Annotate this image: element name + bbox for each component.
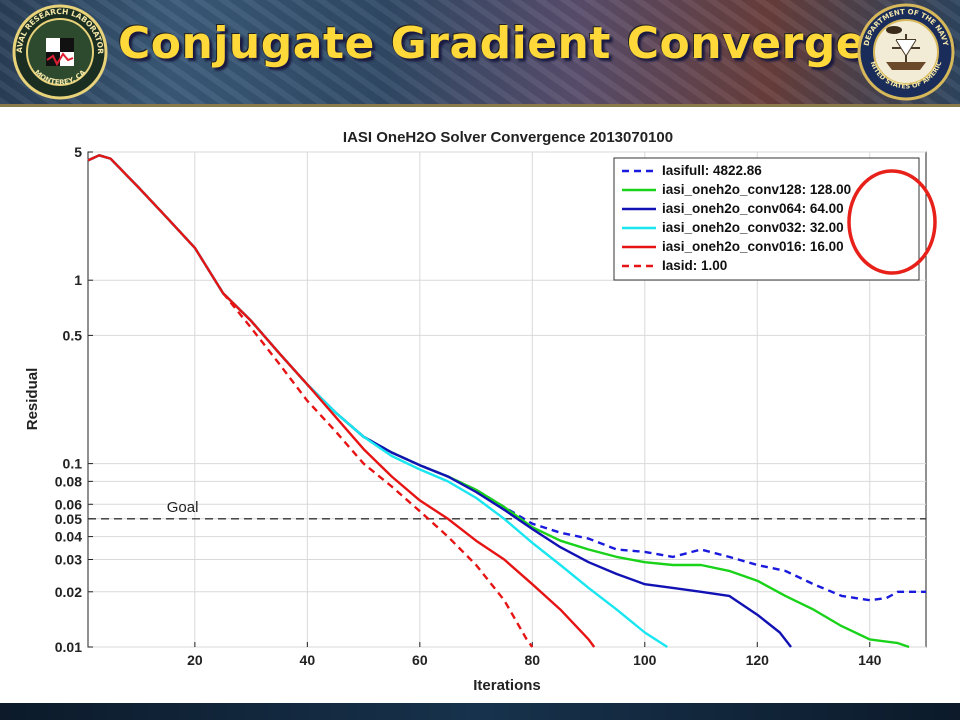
x-tick-label: 140: [858, 652, 882, 668]
highlight-ellipse: [847, 169, 937, 275]
legend: Iasifull: 4822.86 iasi_oneh2o_conv128: 12…: [613, 157, 920, 281]
y-tick-label: 0.05: [55, 511, 82, 527]
footer-bar: [0, 703, 960, 720]
goal-label: Goal: [167, 499, 199, 516]
goal-marker: Goal: [88, 499, 926, 520]
legend-entry: iasi_oneh2o_conv016: 16.00: [662, 239, 844, 254]
page-title: Conjugate Gradient Convergence: [118, 18, 955, 69]
legend-entry: Iasifull: 4822.86: [662, 163, 762, 178]
legend-entry: iasi_oneh2o_conv128: 128.00: [662, 182, 851, 197]
y-axis-ticks: 0.01 0.02 0.03 0.04 0.050.06 0.080.1 0.5 1 5: [55, 144, 93, 655]
series-line: [87, 154, 596, 648]
x-axis-ticks: 20 40 60 80 100 120 140: [187, 642, 882, 668]
y-tick-label: 0.06: [55, 496, 82, 512]
x-tick-label: 40: [300, 652, 316, 668]
legend-entry: Iasid: 1.00: [662, 258, 727, 273]
y-tick-label: 5: [74, 144, 82, 160]
y-tick-label: 0.03: [55, 551, 82, 567]
y-tick-label: 1: [74, 272, 82, 288]
header-logos: NAVAL RESEARCH LABORATORY MONTEREY, CA D…: [0, 0, 955, 101]
x-tick-label: 60: [412, 652, 428, 668]
nrl-seal-icon: NAVAL RESEARCH LABORATORY MONTEREY, CA: [0, 0, 108, 100]
y-tick-label: 0.5: [63, 327, 83, 343]
y-tick-label: 0.04: [55, 529, 82, 545]
x-tick-label: 80: [525, 652, 541, 668]
y-tick-label: 0.01: [55, 639, 82, 655]
x-tick-label: 20: [187, 652, 203, 668]
grid: [88, 151, 926, 648]
y-tick-label: 0.1: [63, 456, 83, 472]
chart-title: IASI OneH2O Solver Convergence 201307010…: [343, 129, 673, 146]
series-line: [222, 292, 534, 648]
x-tick-label: 100: [633, 652, 657, 668]
legend-entry: iasi_oneh2o_conv064: 64.00: [662, 201, 844, 216]
y-tick-label: 0.08: [55, 473, 82, 489]
header-banner: Conjugate Gradient Convergence: [0, 0, 960, 107]
banner-texture: [0, 0, 960, 104]
y-tick-label: 0.02: [55, 584, 82, 600]
x-axis-label: Iterations: [473, 677, 541, 694]
series: [87, 154, 926, 649]
legend-entry: iasi_oneh2o_conv032: 32.00: [662, 220, 844, 235]
y-axis-label: Residual: [24, 368, 41, 431]
x-tick-label: 120: [746, 652, 770, 668]
